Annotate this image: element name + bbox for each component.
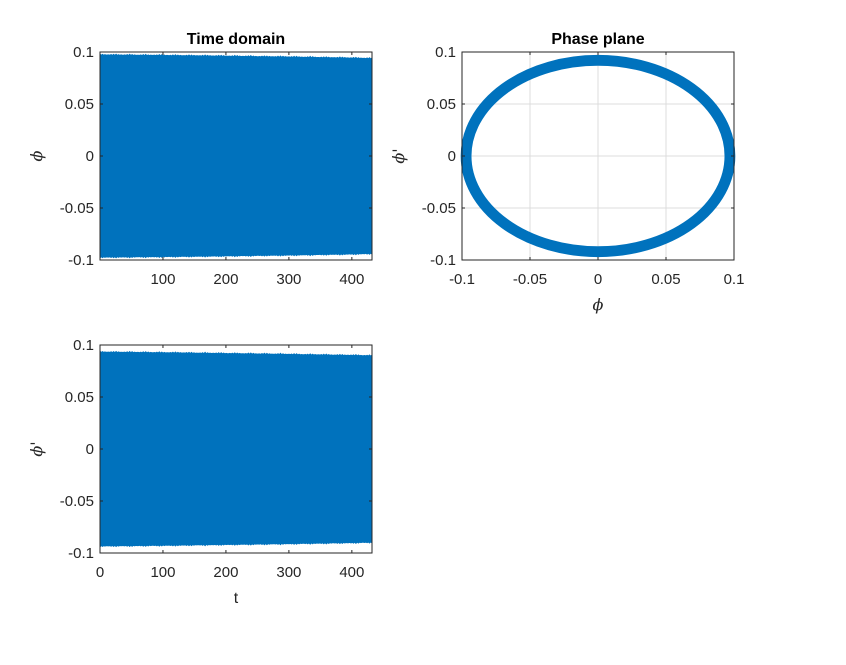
y-tick-label: -0.05 — [60, 200, 94, 217]
y-tick-label: 0.1 — [435, 44, 456, 61]
x-tick-label: 400 — [339, 271, 364, 288]
y-tick-label: 0.1 — [73, 44, 94, 61]
y-tick-label: -0.1 — [68, 252, 94, 269]
y-axis-label: ϕ' — [389, 148, 408, 163]
y-tick-label: -0.1 — [68, 545, 94, 562]
x-tick-label: 300 — [276, 564, 301, 581]
y-tick-label: -0.05 — [60, 493, 94, 510]
chart-title: Time domain — [187, 31, 285, 48]
x-tick-label: 0 — [96, 564, 104, 581]
y-axis-label: ϕ' — [27, 441, 46, 456]
y-tick-label: -0.1 — [430, 252, 456, 269]
y-tick-label: 0 — [86, 441, 94, 458]
phase-trajectory — [460, 54, 736, 258]
signal-trace — [99, 52, 373, 260]
x-tick-label: -0.05 — [513, 271, 547, 288]
time-domain-phi-axes: 100 200 300 400 -0.1 -0.05 0 0.05 0.1 Time domain… — [27, 31, 373, 288]
x-tick-label: 200 — [213, 271, 238, 288]
y-tick-label: 0.05 — [65, 389, 94, 406]
y-tick-label: 0.05 — [427, 96, 456, 113]
y-tick-label: 0.1 — [73, 337, 94, 354]
phase-plane-axes: -0.1 -0.05 0 0.05 0.1 -0.1 -0.05 0 0.05 0.1 Phase … — [389, 31, 744, 314]
x-tick-label: 100 — [150, 271, 175, 288]
y-tick-label: 0 — [448, 148, 456, 165]
x-tick-label: 200 — [213, 564, 238, 581]
x-axis-label: ϕ — [593, 295, 604, 314]
x-tick-label: 0 — [594, 271, 602, 288]
x-tick-label: 100 — [150, 564, 175, 581]
x-tick-label: -0.1 — [449, 271, 475, 288]
x-tick-label: 0.05 — [651, 271, 680, 288]
chart-title: Phase plane — [551, 31, 644, 48]
x-axis-label: t — [234, 590, 239, 607]
y-tick-label: 0 — [86, 148, 94, 165]
signal-trace — [99, 349, 373, 549]
x-tick-label: 0.1 — [724, 271, 745, 288]
y-tick-label: -0.05 — [422, 200, 456, 217]
y-axis-label: ϕ — [27, 150, 46, 161]
x-tick-label: 400 — [339, 564, 364, 581]
time-domain-dphi-axes: 0 100 200 300 400 -0.1 -0.05 0 0.05 0.1 t ϕ' — [27, 337, 373, 607]
x-tick-label: 300 — [276, 271, 301, 288]
y-tick-label: 0.05 — [65, 96, 94, 113]
